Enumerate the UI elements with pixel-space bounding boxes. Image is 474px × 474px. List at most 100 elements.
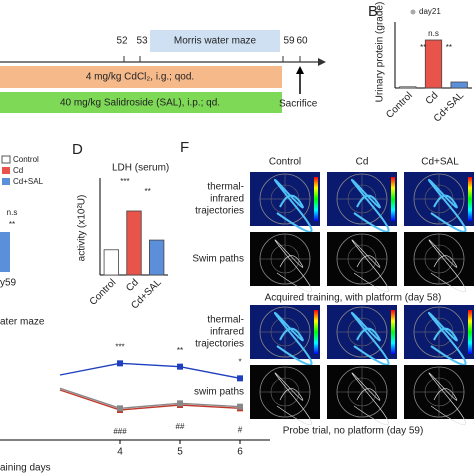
trajectory <box>274 372 312 426</box>
partial-bar <box>0 232 10 272</box>
annotation: *** <box>120 177 129 186</box>
point <box>237 403 243 410</box>
bar <box>126 210 142 276</box>
chart-title: ater maze <box>0 317 45 328</box>
point <box>117 405 123 412</box>
trajectory <box>428 179 467 233</box>
annotation: ## <box>176 422 185 431</box>
legend-label: day21 <box>419 7 441 16</box>
colorbar <box>391 310 395 354</box>
trajectory-images <box>250 172 474 426</box>
trajectory <box>428 372 466 426</box>
row-label: swim paths <box>194 387 244 398</box>
treatment-bar <box>0 92 282 113</box>
caption: Acquired training, with platform (day 58… <box>265 293 442 304</box>
x-axis-label: aining days <box>0 463 51 474</box>
x-tick-label: Cd <box>424 90 441 107</box>
row-label: trajectories <box>195 339 244 350</box>
row-label: infrared <box>210 327 244 338</box>
column-header: Control <box>269 157 301 168</box>
annotation: ** <box>420 43 426 52</box>
row-label: thermal- <box>207 182 244 193</box>
phase-box <box>150 30 280 52</box>
treatment-bar <box>0 66 282 88</box>
annotation: ** <box>177 346 183 355</box>
x-tick-label: 6 <box>237 447 243 458</box>
x-tick-label: Control <box>384 90 415 121</box>
trajectory <box>274 179 313 233</box>
bar <box>149 239 165 276</box>
trajectory <box>351 179 390 233</box>
row-label: Swim paths <box>192 254 244 265</box>
annotation: ### <box>113 427 127 436</box>
colorbar <box>468 310 472 354</box>
series-line <box>59 387 241 410</box>
legend-swatch <box>2 167 10 174</box>
y-axis-label: activity (x10²U) <box>77 195 88 262</box>
annotation: n.s <box>7 208 18 217</box>
x-axis-label: y59 <box>0 278 17 289</box>
colorbar <box>314 310 318 354</box>
caption: Probe trial, no platform (day 59) <box>283 426 424 437</box>
trajectory <box>351 312 390 366</box>
row-label: thermal- <box>207 315 244 326</box>
colorbar <box>468 177 472 221</box>
treatment-label: 40 mg/kg Salidroside (SAL), i.p.; qd. <box>60 98 220 109</box>
legend-marker <box>410 9 416 15</box>
timeline-arrow <box>318 58 326 66</box>
column-header: Cd <box>356 157 369 168</box>
x-tick-label: 5 <box>177 447 183 458</box>
trajectory <box>351 372 389 426</box>
sacrifice-label: Sacrifice <box>279 99 318 110</box>
point <box>237 375 243 382</box>
annotation: n.s <box>428 29 439 38</box>
bar <box>103 249 119 276</box>
row-label: infrared <box>210 194 244 205</box>
point <box>117 360 123 367</box>
trajectory <box>428 312 467 366</box>
timeline-tick-label: 60 <box>296 36 308 47</box>
point <box>177 363 183 370</box>
timeline-tick-label: 59 <box>283 36 295 47</box>
annotation: *** <box>115 342 124 351</box>
annotation: * <box>238 357 241 366</box>
chart-title: LDH (serum) <box>112 163 169 174</box>
colorbar <box>314 177 318 221</box>
timeline-tick-label: 53 <box>136 36 148 47</box>
legend-swatch <box>1 155 11 164</box>
panel-label: F <box>180 139 189 156</box>
bar <box>399 86 417 89</box>
treatment-label: 4 mg/kg CdCl₂, i.g.; qod. <box>86 72 194 83</box>
panel-label: B <box>368 3 378 20</box>
point <box>177 400 183 407</box>
legend-swatch <box>2 178 10 185</box>
x-tick-label: Control <box>88 277 119 308</box>
legend-label: Control <box>13 155 39 164</box>
annotation: ** <box>9 220 15 229</box>
legend-label: Cd+SAL <box>13 177 44 186</box>
x-tick-label: Cd <box>124 277 141 294</box>
panel-label: D <box>72 141 83 158</box>
colorbar <box>391 177 395 221</box>
trajectory <box>428 239 466 293</box>
bar <box>450 81 468 89</box>
annotation: ** <box>144 187 150 196</box>
trajectory <box>274 239 312 293</box>
bar <box>424 39 443 89</box>
column-header: Cd+SAL <box>421 157 459 168</box>
annotation: ** <box>446 43 452 52</box>
x-tick-label: 4 <box>117 447 123 458</box>
y-axis-label: Urinary protein (grade) <box>375 2 386 103</box>
series-line <box>59 389 241 411</box>
annotation: # <box>238 425 243 434</box>
trajectory <box>274 312 313 366</box>
series-line <box>59 362 241 380</box>
phase-label: Morris water maze <box>174 36 257 47</box>
sacrifice-arrow-head <box>296 66 304 74</box>
trajectory <box>351 239 389 293</box>
legend-label: Cd <box>13 166 23 175</box>
timeline-tick-label: 52 <box>116 36 128 47</box>
row-label: trajectories <box>195 206 244 217</box>
